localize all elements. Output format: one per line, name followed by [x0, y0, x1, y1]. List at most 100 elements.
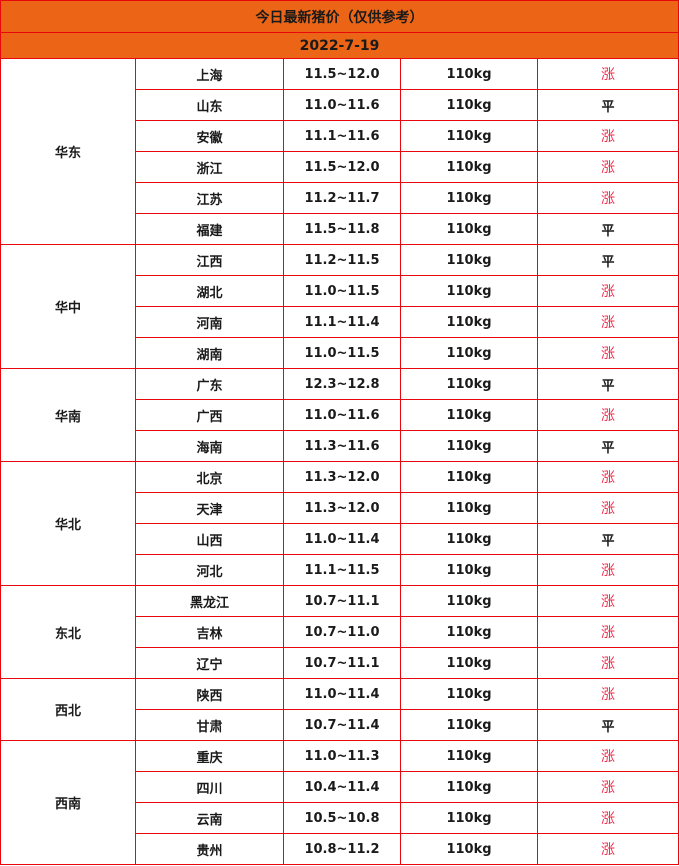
table-row: 福建 11.5~11.8 110kg 平 [1, 213, 679, 245]
province-cell: 河北 [135, 554, 284, 586]
trend-cell: 涨 [536, 461, 679, 493]
price-cell: 11.5~12.0 [283, 58, 401, 90]
price-cell: 10.7~11.0 [283, 616, 401, 648]
weight-cell: 110kg [400, 709, 538, 741]
table-row: 华中 江西 11.2~11.5 110kg 平 [0, 244, 679, 369]
price-cell: 11.3~12.0 [283, 492, 401, 524]
price-cell: 10.8~11.2 [283, 833, 401, 865]
table-row: 江苏 11.2~11.7 110kg 涨 [1, 182, 679, 214]
weight-cell: 110kg [400, 58, 538, 90]
table-title: 今日最新猪价（仅供参考） [0, 0, 679, 33]
province-cell: 安徽 [135, 120, 284, 152]
trend-cell: 涨 [536, 275, 679, 307]
province-cell: 浙江 [135, 151, 284, 183]
price-cell: 10.5~10.8 [283, 802, 401, 834]
table-row: 吉林 10.7~11.0 110kg 涨 [1, 616, 679, 648]
trend-cell: 涨 [536, 833, 679, 865]
province-cell: 广西 [135, 399, 284, 431]
trend-cell: 平 [536, 709, 679, 741]
trend-cell: 涨 [536, 151, 679, 183]
table-row: 云南 10.5~10.8 110kg 涨 [1, 802, 679, 834]
price-cell: 11.3~11.6 [283, 430, 401, 462]
trend-cell: 涨 [536, 306, 679, 338]
price-cell: 11.0~11.5 [283, 275, 401, 307]
region-cell: 华南 [0, 368, 136, 462]
weight-cell: 110kg [400, 616, 538, 648]
region-cell: 华东 [0, 58, 136, 245]
trend-cell: 平 [536, 89, 679, 121]
trend-cell: 涨 [536, 120, 679, 152]
price-cell: 11.3~12.0 [283, 461, 401, 493]
price-cell: 11.2~11.7 [283, 182, 401, 214]
weight-cell: 110kg [400, 151, 538, 183]
trend-cell: 涨 [536, 678, 679, 710]
province-cell: 四川 [135, 771, 284, 803]
province-cell: 甘肃 [135, 709, 284, 741]
province-cell: 辽宁 [135, 647, 284, 679]
trend-cell: 涨 [536, 802, 679, 834]
weight-cell: 110kg [400, 492, 538, 524]
price-cell: 10.7~11.1 [283, 585, 401, 617]
table-row: 华东 上海 11.5~12.0 110kg 涨 [0, 58, 679, 245]
province-cell: 吉林 [135, 616, 284, 648]
weight-cell: 110kg [400, 647, 538, 679]
price-cell: 11.0~11.4 [283, 678, 401, 710]
price-cell: 11.0~11.5 [283, 337, 401, 369]
province-cell: 云南 [135, 802, 284, 834]
trend-cell: 涨 [536, 337, 679, 369]
table-row: 甘肃 10.7~11.4 110kg 平 [1, 709, 679, 741]
province-cell: 黑龙江 [135, 585, 284, 617]
trend-cell: 涨 [536, 740, 679, 772]
price-cell: 11.0~11.3 [283, 740, 401, 772]
table-row: 山东 11.0~11.6 110kg 平 [1, 89, 679, 121]
price-cell: 10.7~11.4 [283, 709, 401, 741]
trend-cell: 涨 [536, 771, 679, 803]
table-row: 河北 11.1~11.5 110kg 涨 [1, 554, 679, 586]
province-cell: 湖北 [135, 275, 284, 307]
table-row: 贵州 10.8~11.2 110kg 涨 [1, 833, 679, 865]
weight-cell: 110kg [400, 337, 538, 369]
weight-cell: 110kg [400, 523, 538, 555]
table-row: 天津 11.3~12.0 110kg 涨 [1, 492, 679, 524]
table-row: 西北 陕西 11.0~11.4 110kg 涨 [0, 678, 679, 741]
weight-cell: 110kg [400, 120, 538, 152]
table-row: 湖北 11.0~11.5 110kg 涨 [1, 275, 679, 307]
region-cell: 东北 [0, 585, 136, 679]
price-cell: 11.1~11.4 [283, 306, 401, 338]
price-cell: 11.2~11.5 [283, 244, 401, 276]
province-cell: 湖南 [135, 337, 284, 369]
weight-cell: 110kg [400, 89, 538, 121]
province-cell: 山西 [135, 523, 284, 555]
price-cell: 11.5~11.8 [283, 213, 401, 245]
weight-cell: 110kg [400, 585, 538, 617]
weight-cell: 110kg [400, 678, 538, 710]
weight-cell: 110kg [400, 244, 538, 276]
province-cell: 天津 [135, 492, 284, 524]
province-cell: 江西 [135, 244, 284, 276]
weight-cell: 110kg [400, 182, 538, 214]
trend-cell: 涨 [536, 182, 679, 214]
price-cell: 11.1~11.6 [283, 120, 401, 152]
price-cell: 10.7~11.1 [283, 647, 401, 679]
province-cell: 河南 [135, 306, 284, 338]
trend-cell: 涨 [536, 585, 679, 617]
trend-cell: 涨 [536, 399, 679, 431]
table-row: 西南 重庆 11.0~11.3 110kg 涨 [0, 740, 679, 865]
table-date: 2022-7-19 [0, 32, 679, 59]
region-cell: 华北 [0, 461, 136, 586]
weight-cell: 110kg [400, 740, 538, 772]
trend-cell: 平 [536, 244, 679, 276]
trend-cell: 平 [536, 368, 679, 400]
table-row: 华北 北京 11.3~12.0 110kg 涨 [0, 461, 679, 586]
price-cell: 11.0~11.4 [283, 523, 401, 555]
weight-cell: 110kg [400, 213, 538, 245]
price-cell: 12.3~12.8 [283, 368, 401, 400]
province-cell: 上海 [135, 58, 284, 90]
trend-cell: 涨 [536, 554, 679, 586]
weight-cell: 110kg [400, 275, 538, 307]
weight-cell: 110kg [400, 771, 538, 803]
region-cell: 西北 [0, 678, 136, 741]
region-cell: 华中 [0, 244, 136, 369]
table-row: 山西 11.0~11.4 110kg 平 [1, 523, 679, 555]
